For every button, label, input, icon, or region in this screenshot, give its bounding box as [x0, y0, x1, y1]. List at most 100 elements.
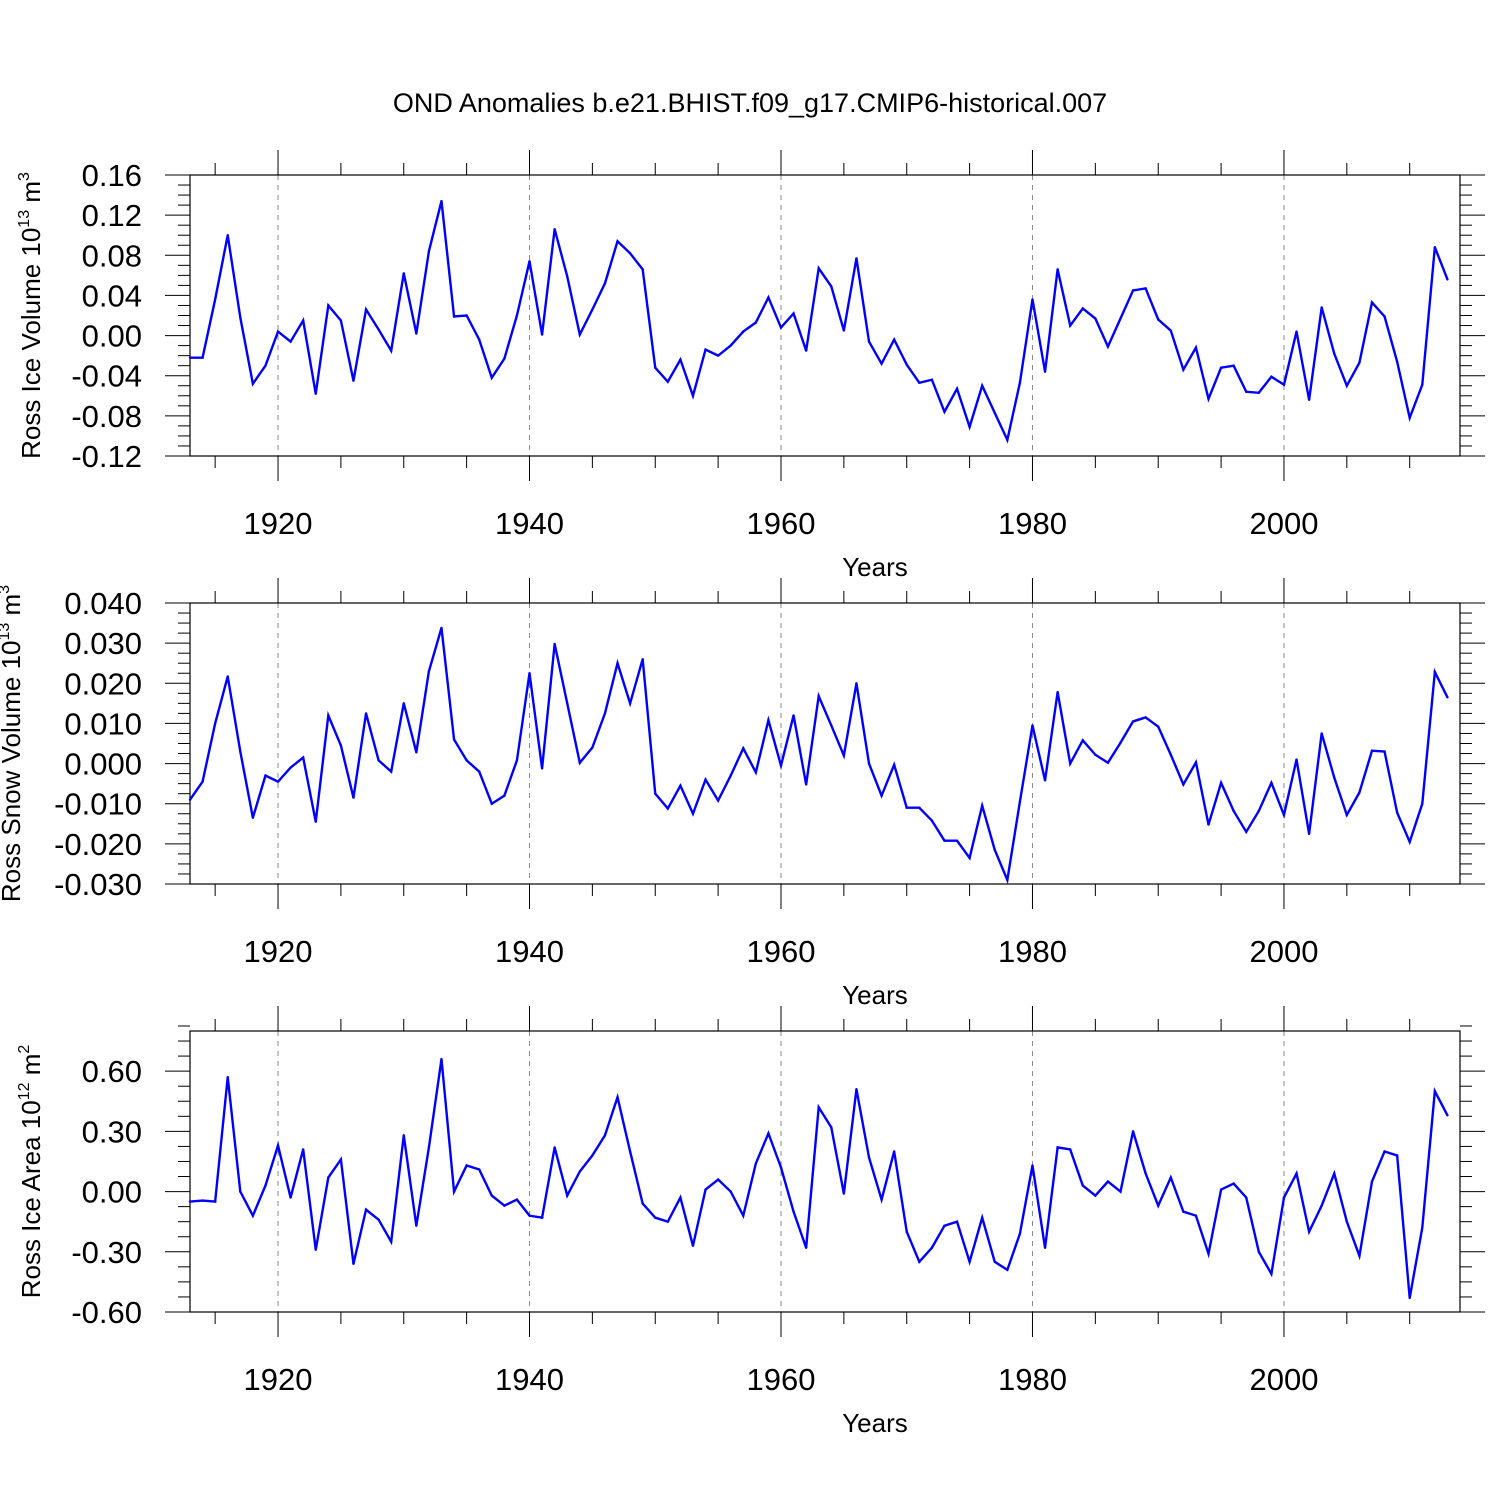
data-point: [528, 1214, 531, 1217]
data-point: [515, 314, 519, 317]
x-tick-label: 1920: [244, 1362, 313, 1397]
data-point: [930, 819, 934, 822]
data-point: [1408, 840, 1411, 844]
data-point: [239, 1190, 242, 1193]
data-point: [980, 384, 984, 387]
data-point: [817, 694, 820, 698]
data-point: [930, 1246, 934, 1249]
data-point: [1194, 346, 1198, 349]
data-point: [1370, 301, 1374, 304]
data-point: [377, 328, 380, 331]
data-point: [1345, 813, 1349, 817]
data-point: [1333, 352, 1336, 355]
data-point: [1068, 762, 1072, 765]
y-axis-title-exponent: 13: [16, 210, 33, 228]
data-point: [289, 340, 292, 343]
data-point: [1056, 1146, 1059, 1149]
data-point: [1358, 791, 1361, 794]
data-point: [553, 1146, 556, 1149]
data-point: [490, 376, 493, 379]
data-point: [842, 1192, 846, 1195]
panel-1: -0.12 -0.08 -0.04 0.00 0.04 0.08 0.12 0.16 1920 1…: [16, 150, 1485, 582]
data-point: [1119, 317, 1122, 320]
data-point: [716, 1178, 720, 1181]
y-tick-label: 0.00: [82, 1175, 142, 1210]
y-axis-title-main: Ross Ice Area 10: [16, 1100, 46, 1298]
data-point: [276, 1144, 280, 1147]
data-point: [1307, 1230, 1311, 1233]
panel-2: -0.030 -0.020 -0.010 0.000 0.010 0.020 0.030 0.…: [0, 578, 1485, 1010]
data-point: [566, 1194, 569, 1197]
data-point: [352, 796, 355, 799]
data-point: [1194, 1214, 1198, 1217]
data-point: [591, 746, 594, 749]
data-point: [415, 1224, 418, 1227]
x-tick-label: 1960: [747, 934, 816, 969]
x-axis-title: Years: [842, 1408, 908, 1438]
data-point: [968, 856, 971, 860]
data-point: [880, 362, 883, 365]
x-tick-label: 1980: [998, 1362, 1067, 1397]
data-point: [1307, 832, 1311, 836]
y-tick-label: 0.16: [82, 158, 142, 193]
data-point: [943, 410, 946, 414]
data-point: [1282, 383, 1286, 386]
data-point: [792, 714, 795, 717]
data-point: [301, 1148, 305, 1151]
x-tick-label: 2000: [1249, 1362, 1318, 1397]
data-point: [679, 784, 682, 787]
data-point: [289, 1196, 292, 1199]
data-point: [452, 738, 456, 741]
data-point: [1043, 1246, 1047, 1249]
data-point: [779, 326, 783, 329]
data-point: [251, 816, 255, 819]
data-point: [830, 1126, 833, 1129]
x-tick-label: 1940: [495, 1362, 564, 1397]
data-point: [264, 1184, 267, 1187]
data-point: [679, 1196, 682, 1199]
data-point: [1068, 324, 1072, 327]
data-point: [704, 778, 707, 781]
data-point: [691, 1244, 695, 1247]
data-point: [616, 1096, 619, 1099]
y-tick-label: 0.60: [82, 1054, 142, 1089]
plot-frame: [189, 1030, 1461, 1313]
x-tick-label: 1960: [747, 506, 816, 541]
data-point: [540, 767, 544, 770]
data-point: [603, 282, 607, 285]
data-point: [465, 759, 468, 762]
data-point: [314, 392, 317, 395]
data-point: [427, 1146, 431, 1149]
data-point: [892, 1150, 896, 1153]
data-point: [1395, 811, 1399, 814]
data-point: [251, 1214, 255, 1217]
data-point: [1144, 1172, 1147, 1175]
data-point: [465, 314, 468, 317]
data-point: [716, 799, 720, 802]
data-point: [1031, 298, 1034, 301]
data-point: [1182, 1210, 1185, 1213]
data-point: [1106, 1180, 1110, 1183]
data-point: [251, 382, 255, 385]
data-point: [1295, 330, 1298, 333]
data-point: [301, 319, 305, 322]
data-point: [930, 378, 934, 381]
data-point: [1421, 383, 1424, 386]
data-point: [993, 848, 996, 852]
data-point: [478, 1168, 481, 1171]
data-point: [1207, 823, 1210, 826]
data-point: [1370, 1180, 1374, 1183]
data-point: [1383, 750, 1386, 753]
data-point: [1056, 690, 1059, 694]
data-point: [892, 763, 896, 766]
data-point: [704, 1188, 707, 1191]
data-point: [716, 354, 720, 357]
data-point: [880, 1198, 883, 1201]
data-point: [1056, 268, 1059, 271]
data-point: [1245, 830, 1248, 834]
data-point: [566, 702, 569, 705]
data-point: [1358, 1254, 1361, 1258]
y-axis-title-main: Ross Ice Volume 10: [16, 228, 46, 459]
data-point: [955, 387, 959, 390]
data-point: [943, 1224, 946, 1227]
